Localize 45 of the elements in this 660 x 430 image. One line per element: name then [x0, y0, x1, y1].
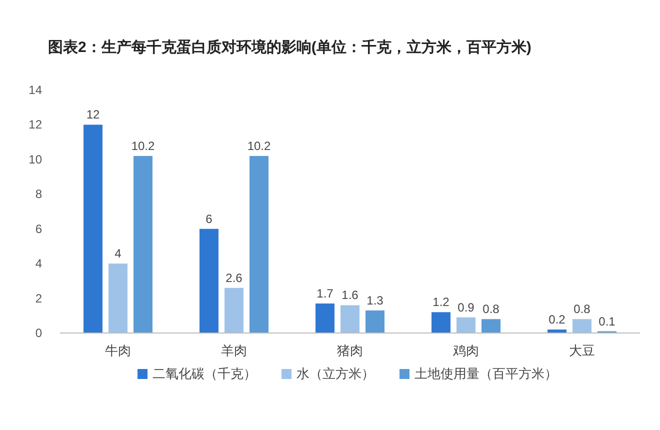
data-label: 0.8 — [574, 302, 591, 316]
data-label: 10.2 — [247, 138, 271, 153]
chart-title: 图表2：生产每千克蛋白质对环境的影响(单位：千克，立方米，百平方米) — [48, 38, 532, 56]
data-label: 6 — [206, 212, 213, 226]
y-tick-label: 0 — [35, 326, 42, 340]
y-tick-label: 6 — [35, 222, 42, 236]
bar — [340, 305, 360, 333]
bar — [316, 303, 334, 333]
legend-label: 土地使用量（百平方米） — [414, 366, 558, 381]
legend-label: 水（立方米） — [296, 366, 374, 381]
y-tick-label: 8 — [35, 187, 42, 202]
data-label: 0.1 — [598, 314, 616, 328]
bar — [108, 264, 128, 333]
bar — [224, 288, 244, 333]
data-label: 0.2 — [548, 312, 566, 327]
y-tick-label: 2 — [35, 291, 42, 306]
bar — [482, 319, 500, 333]
bar — [84, 124, 102, 333]
x-tick-label: 羊肉 — [221, 343, 247, 358]
bar — [134, 156, 152, 333]
x-tick-label: 鸡肉 — [452, 343, 479, 358]
data-label: 1.7 — [316, 286, 334, 300]
y-tick-label: 4 — [35, 256, 42, 271]
data-label: 10.2 — [131, 138, 155, 153]
data-label: 1.6 — [342, 288, 359, 302]
y-tick-label: 12 — [28, 118, 42, 132]
y-tick-label: 14 — [28, 83, 42, 97]
y-tick-label: 10 — [28, 152, 42, 166]
data-label: 12 — [86, 108, 100, 122]
data-label: 2.6 — [226, 270, 243, 285]
bar — [200, 228, 218, 333]
bar — [366, 310, 384, 333]
data-label: 0.8 — [482, 302, 500, 316]
bar — [432, 312, 450, 333]
legend-label: 二氧化碳（千克） — [152, 366, 256, 381]
bar — [250, 156, 268, 333]
data-label: 1.3 — [366, 293, 384, 308]
x-tick-label: 猪肉 — [337, 343, 363, 358]
data-label: 1.2 — [432, 295, 450, 310]
data-label: 4 — [114, 246, 122, 261]
bar — [572, 319, 592, 333]
x-tick-label: 牛肉 — [105, 343, 131, 358]
x-tick-label: 大豆 — [569, 343, 595, 358]
bar — [456, 317, 476, 333]
data-label: 0.9 — [458, 300, 475, 314]
